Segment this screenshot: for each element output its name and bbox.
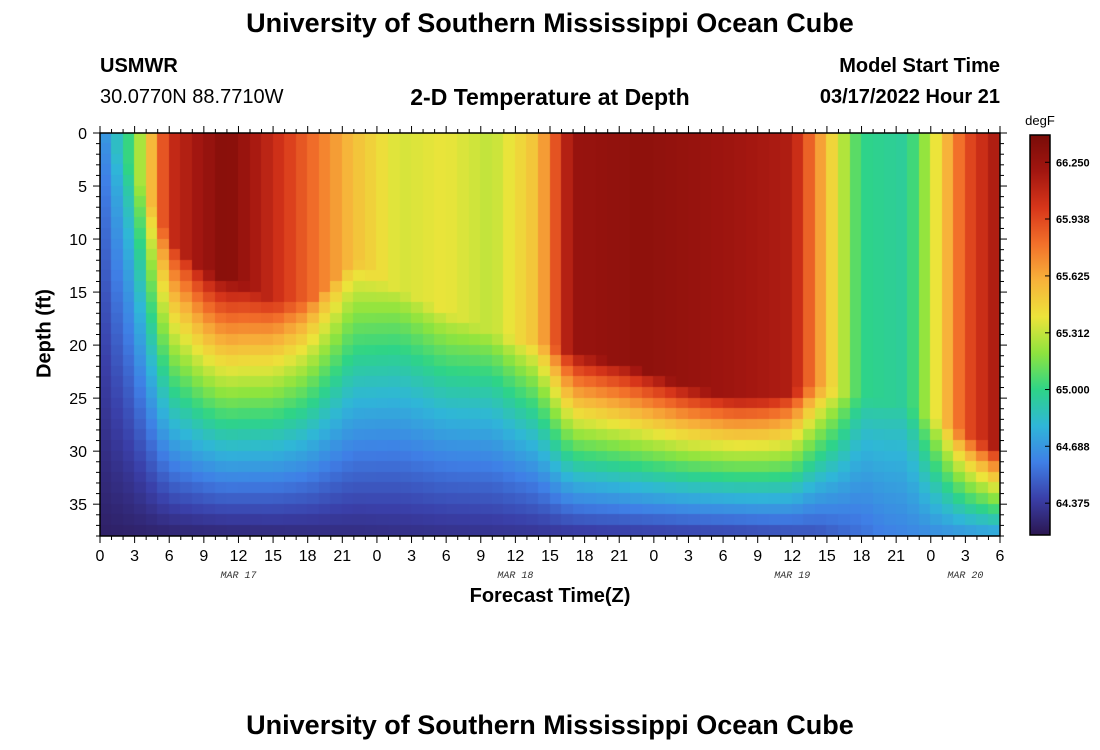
colorbar-unit: degF <box>1025 113 1055 128</box>
x-tick-label: 6 <box>719 548 728 565</box>
x-tick-label: 6 <box>442 548 451 565</box>
x-tick-label: 0 <box>926 548 935 565</box>
x-tick-label: 6 <box>996 548 1005 565</box>
x-tick-label: 21 <box>333 548 351 565</box>
colorbar-tick-label: 66.250 <box>1056 157 1090 169</box>
x-tick-label: 18 <box>853 548 871 565</box>
chart-title: University of Southern Mississippi Ocean… <box>246 8 854 38</box>
x-tick-label: 0 <box>649 548 658 565</box>
y-tick-label: 0 <box>78 126 87 143</box>
y-tick-label: 15 <box>69 285 87 302</box>
model-start-time: 03/17/2022 Hour 21 <box>819 86 1000 108</box>
chart-subtitle: 2-D Temperature at Depth <box>410 84 690 110</box>
x-axis-label: Forecast Time(Z) <box>469 585 631 607</box>
model-start-label: Model Start Time <box>839 55 1000 77</box>
y-tick-label: 10 <box>69 232 87 249</box>
y-tick-label: 25 <box>69 391 87 408</box>
x-tick-label: 6 <box>165 548 174 565</box>
y-axis-label: Depth (ft) <box>33 289 56 378</box>
x-tick-label: 9 <box>753 548 762 565</box>
x-tick-label: 21 <box>610 548 628 565</box>
date-label: MAR 19 <box>774 571 810 582</box>
x-tick-label: 3 <box>407 548 416 565</box>
x-tick-label: 3 <box>961 548 970 565</box>
colorbar-tick-label: 65.000 <box>1056 385 1090 397</box>
date-label: MAR 20 <box>947 571 983 582</box>
x-tick-label: 0 <box>96 548 105 565</box>
x-tick-label: 15 <box>264 548 282 565</box>
x-tick-label: 12 <box>783 548 801 565</box>
x-tick-label: 0 <box>372 548 381 565</box>
footer-title: University of Southern Mississippi Ocean… <box>246 710 854 740</box>
y-tick-label: 30 <box>69 444 87 461</box>
station-id: USMWR <box>100 55 178 77</box>
temperature-heatmap <box>100 133 1000 536</box>
x-tick-label: 15 <box>818 548 836 565</box>
x-tick-label: 21 <box>887 548 905 565</box>
colorbar-tick-label: 65.938 <box>1056 214 1090 226</box>
colorbar-tick-label: 64.688 <box>1056 441 1090 453</box>
y-tick-label: 35 <box>69 497 87 514</box>
x-tick-label: 12 <box>230 548 248 565</box>
x-tick-label: 18 <box>299 548 317 565</box>
colorbar-tick-label: 65.625 <box>1056 271 1090 283</box>
station-coords: 30.0770N 88.7710W <box>100 86 284 108</box>
x-tick-label: 3 <box>130 548 139 565</box>
x-tick-label: 15 <box>541 548 559 565</box>
x-tick-label: 18 <box>576 548 594 565</box>
x-tick-label: 12 <box>506 548 524 565</box>
heatmap-area <box>100 133 1000 536</box>
x-tick-label: 9 <box>199 548 208 565</box>
colorbar-tick-label: 65.312 <box>1056 328 1090 340</box>
date-label: MAR 17 <box>220 571 256 582</box>
x-tick-label: 9 <box>476 548 485 565</box>
y-tick-label: 20 <box>69 338 87 355</box>
colorbar <box>1029 134 1051 536</box>
y-tick-label: 5 <box>78 179 87 196</box>
x-tick-label: 3 <box>684 548 693 565</box>
colorbar-tick-label: 64.375 <box>1056 498 1090 510</box>
date-label: MAR 18 <box>497 571 533 582</box>
